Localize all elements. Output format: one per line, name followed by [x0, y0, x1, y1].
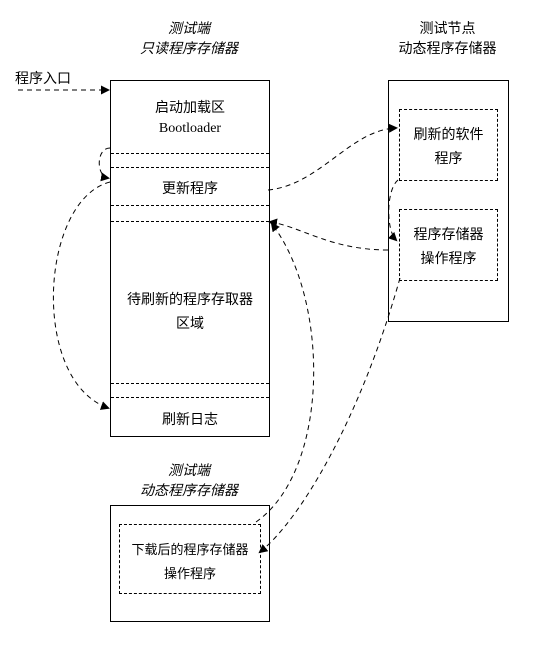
- op-line1: 程序存储器: [400, 224, 497, 244]
- dl-line1: 下载后的程序存储器: [120, 539, 260, 558]
- right-title-1: 测试节点: [380, 18, 515, 38]
- right-ram-box: 刷新的软件 程序 程序存储器 操作程序: [388, 80, 509, 322]
- soft-line2: 程序: [400, 148, 497, 168]
- boot-line2: Bootloader: [111, 121, 269, 137]
- divider: [111, 397, 269, 398]
- soft-line1: 刷新的软件: [400, 124, 497, 144]
- refresh-line2: 区域: [111, 313, 269, 333]
- left-title-1: 测试端: [110, 18, 268, 38]
- entry-label: 程序入口: [8, 68, 78, 88]
- update-line: 更新程序: [111, 178, 269, 198]
- divider: [111, 221, 269, 222]
- divider: [111, 383, 269, 384]
- log-line: 刷新日志: [111, 409, 269, 429]
- divider: [111, 205, 269, 206]
- right-title-2: 动态程序存储器: [380, 38, 515, 58]
- left-rom-box: 启动加载区 Bootloader 更新程序 待刷新的程序存取器 区域 刷新日志: [110, 80, 270, 437]
- bottom-dl-box: 下载后的程序存储器 操作程序: [119, 524, 261, 594]
- op-line2: 操作程序: [400, 248, 497, 268]
- divider: [111, 167, 269, 168]
- bottom-title-1: 测试端: [110, 460, 268, 480]
- divider: [111, 153, 269, 154]
- bottom-ram-box: 下载后的程序存储器 操作程序: [110, 505, 270, 622]
- boot-line1: 启动加载区: [111, 97, 269, 117]
- right-op-box: 程序存储器 操作程序: [399, 209, 498, 281]
- refresh-line1: 待刷新的程序存取器: [111, 289, 269, 309]
- dl-line2: 操作程序: [120, 563, 260, 582]
- right-soft-box: 刷新的软件 程序: [399, 109, 498, 181]
- left-title-2: 只读程序存储器: [110, 38, 268, 58]
- bottom-title-2: 动态程序存储器: [110, 480, 268, 500]
